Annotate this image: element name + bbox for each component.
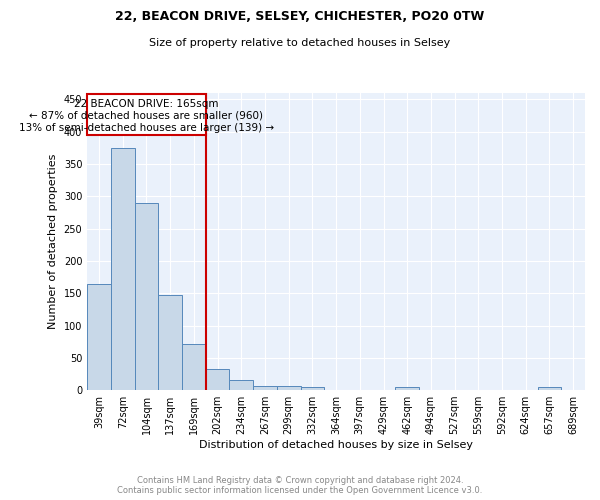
- Bar: [301, 387, 324, 390]
- X-axis label: Distribution of detached houses by size in Selsey: Distribution of detached houses by size …: [199, 440, 473, 450]
- Y-axis label: Number of detached properties: Number of detached properties: [48, 154, 58, 329]
- Bar: [206, 369, 229, 390]
- Bar: [111, 148, 134, 390]
- Bar: [87, 284, 111, 390]
- Bar: [538, 387, 561, 390]
- Text: 22 BEACON DRIVE: 165sqm: 22 BEACON DRIVE: 165sqm: [74, 100, 219, 110]
- Bar: [134, 203, 158, 390]
- Text: ← 87% of detached houses are smaller (960): ← 87% of detached houses are smaller (96…: [29, 111, 263, 121]
- Bar: [158, 294, 182, 390]
- Bar: [395, 387, 419, 390]
- FancyBboxPatch shape: [87, 94, 206, 135]
- Bar: [182, 344, 206, 390]
- Bar: [277, 386, 301, 390]
- Text: 22, BEACON DRIVE, SELSEY, CHICHESTER, PO20 0TW: 22, BEACON DRIVE, SELSEY, CHICHESTER, PO…: [115, 10, 485, 23]
- Text: Contains HM Land Registry data © Crown copyright and database right 2024.
Contai: Contains HM Land Registry data © Crown c…: [118, 476, 482, 495]
- Bar: [229, 380, 253, 390]
- Text: Size of property relative to detached houses in Selsey: Size of property relative to detached ho…: [149, 38, 451, 48]
- Bar: [253, 386, 277, 390]
- Text: 13% of semi-detached houses are larger (139) →: 13% of semi-detached houses are larger (…: [19, 122, 274, 132]
